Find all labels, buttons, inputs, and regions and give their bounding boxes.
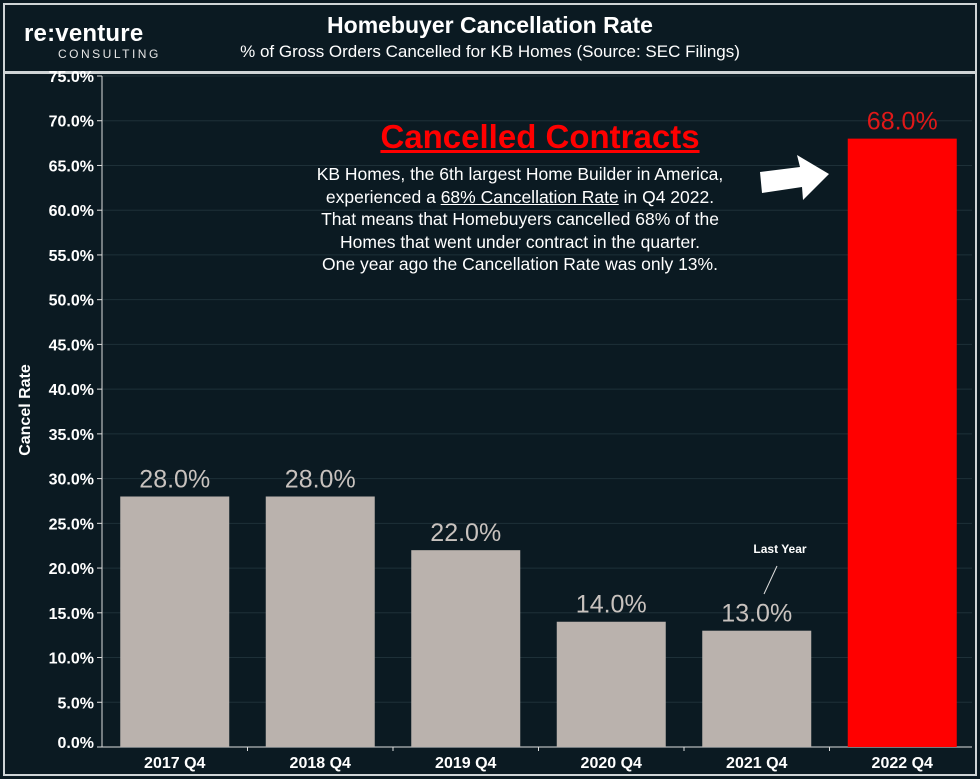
data-label: 28.0% [139, 465, 210, 493]
y-axis-label: Cancel Rate [17, 364, 34, 456]
y-tick-label: 70.0% [49, 114, 94, 131]
y-tick-label: 5.0% [58, 695, 94, 712]
annotation-line: KB Homes, the 6th largest Home Builder i… [316, 164, 724, 184]
y-tick-label: 30.0% [49, 472, 94, 489]
x-tick-label: 2020 Q4 [581, 755, 642, 772]
annotation-highlight: 68% Cancellation Rate [440, 186, 619, 207]
x-tick-label: 2022 Q4 [872, 755, 933, 772]
annotation-line: experienced a 68% Cancellation Rate in Q… [240, 186, 800, 209]
annotation-body: KB Homes, the 6th largest Home Builder i… [240, 163, 800, 276]
data-label: 13.0% [721, 600, 792, 628]
bar [120, 496, 230, 747]
annotation-line: Homes that went under contract in the qu… [340, 231, 700, 252]
chart-header: re:venture CONSULTING [5, 5, 975, 74]
x-tick-label: 2019 Q4 [435, 755, 496, 772]
bar [847, 138, 957, 748]
y-tick-label: 55.0% [49, 248, 94, 265]
x-tick-label: 2017 Q4 [144, 755, 205, 772]
data-label: 28.0% [285, 465, 356, 493]
y-tick-label: 15.0% [49, 606, 94, 623]
y-tick-label: 60.0% [49, 203, 94, 220]
y-tick-label: 35.0% [49, 427, 94, 444]
y-tick-label: 40.0% [49, 382, 94, 399]
y-tick-label: 25.0% [49, 516, 94, 533]
annotation-line: That means that Homebuyers cancelled 68%… [321, 209, 719, 229]
y-tick-label: 10.0% [49, 651, 94, 668]
bar [702, 630, 812, 747]
y-tick-label: 50.0% [49, 293, 94, 310]
y-tick-label: 45.0% [49, 337, 94, 354]
annotation-title: Cancelled Contracts [380, 118, 700, 155]
right-arrow-icon [760, 155, 829, 200]
bar [411, 550, 521, 747]
chart-subtitle: % of Gross Orders Cancelled for KB Homes… [240, 42, 740, 61]
data-label: 14.0% [576, 591, 647, 619]
y-tick-label: 75.0% [49, 69, 94, 86]
logo-subtitle: CONSULTING [58, 47, 161, 61]
bar [556, 621, 666, 747]
chart-border [3, 3, 977, 776]
last-year-label: Last Year [753, 542, 807, 556]
x-tick-label: 2018 Q4 [290, 755, 351, 772]
data-label: 68.0% [867, 108, 938, 136]
chart-title: Homebuyer Cancellation Rate [327, 12, 653, 38]
y-tick-label: 65.0% [49, 158, 94, 175]
logo: re:venture [24, 20, 144, 47]
annotation-line: One year ago the Cancellation Rate was o… [322, 254, 718, 274]
y-tick-label: 20.0% [49, 561, 94, 578]
last-year-leader-line [763, 565, 778, 595]
y-tick-label: 0.0% [58, 735, 94, 752]
x-tick-label: 2021 Q4 [726, 755, 787, 772]
data-label: 22.0% [430, 519, 501, 547]
bar [265, 496, 375, 747]
annotation-text: in Q4 2022. [618, 186, 715, 207]
annotation-text: experienced a [325, 186, 441, 207]
